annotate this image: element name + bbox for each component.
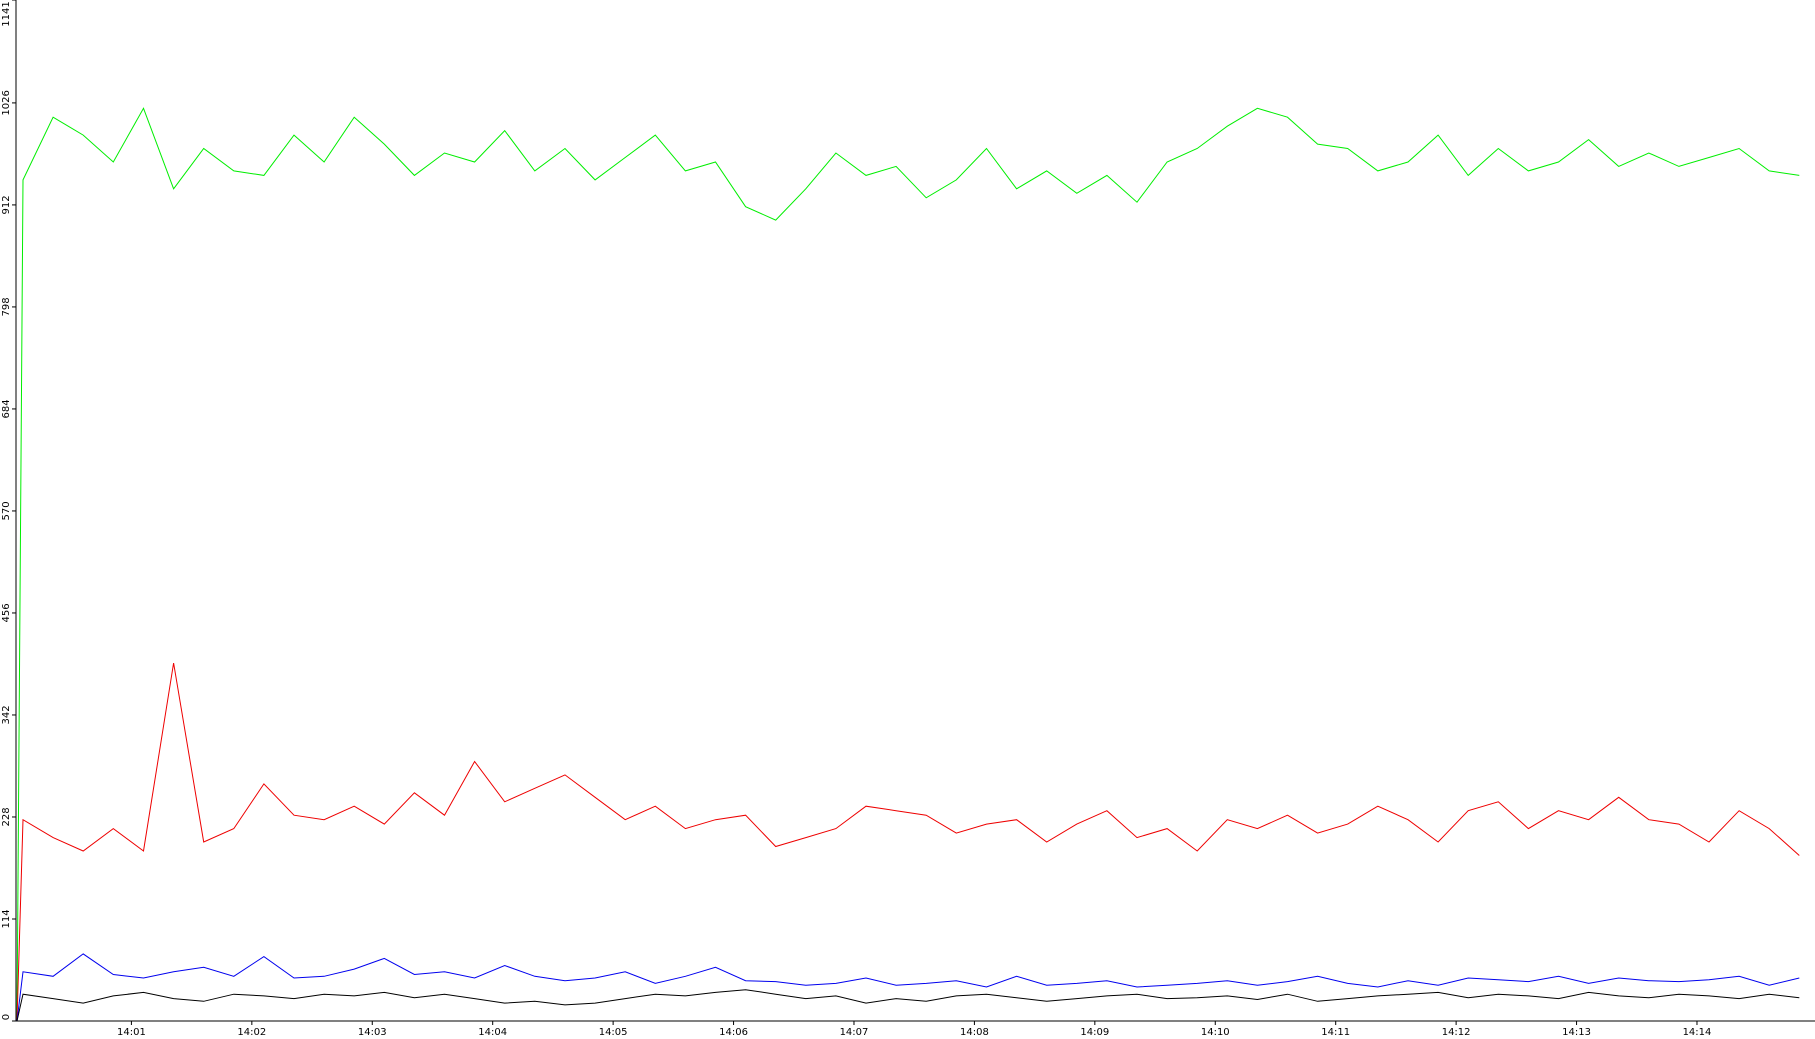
x-tick-label: 14:08 xyxy=(960,1027,989,1038)
x-tick-label: 14:02 xyxy=(237,1027,266,1038)
x-tick-label: 14:14 xyxy=(1683,1027,1712,1038)
y-tick-label: 1026 xyxy=(1,90,12,115)
y-tick-label: 0 xyxy=(1,1014,12,1020)
x-tick-label: 14:06 xyxy=(719,1027,748,1038)
y-tick-label: 228 xyxy=(1,807,12,826)
x-tick-label: 14:01 xyxy=(117,1027,146,1038)
y-tick-label: 456 xyxy=(1,603,12,622)
x-tick-label: 14:11 xyxy=(1321,1027,1350,1038)
series-line xyxy=(16,953,1800,1022)
y-tick-label: 1141 xyxy=(1,1,12,26)
y-tick-label: 798 xyxy=(1,297,12,316)
series-line xyxy=(16,107,1800,1022)
x-tick-label: 14:07 xyxy=(840,1027,869,1038)
y-tick-label: 570 xyxy=(1,501,12,520)
y-tick-label: 342 xyxy=(1,705,12,724)
x-tick-label: 14:12 xyxy=(1442,1027,1471,1038)
x-tick-label: 14:05 xyxy=(599,1027,628,1038)
x-tick-label: 14:13 xyxy=(1562,1027,1591,1038)
x-tick-label: 14:09 xyxy=(1080,1027,1109,1038)
series-line xyxy=(16,663,1800,1022)
x-tick-label: 14:03 xyxy=(358,1027,387,1038)
y-tick-label: 684 xyxy=(1,399,12,418)
y-tick-label: 114 xyxy=(1,909,12,928)
x-tick-label: 14:04 xyxy=(478,1027,507,1038)
x-tick-label: 14:10 xyxy=(1201,1027,1230,1038)
series-line xyxy=(16,989,1800,1022)
y-tick-label: 912 xyxy=(1,195,12,214)
